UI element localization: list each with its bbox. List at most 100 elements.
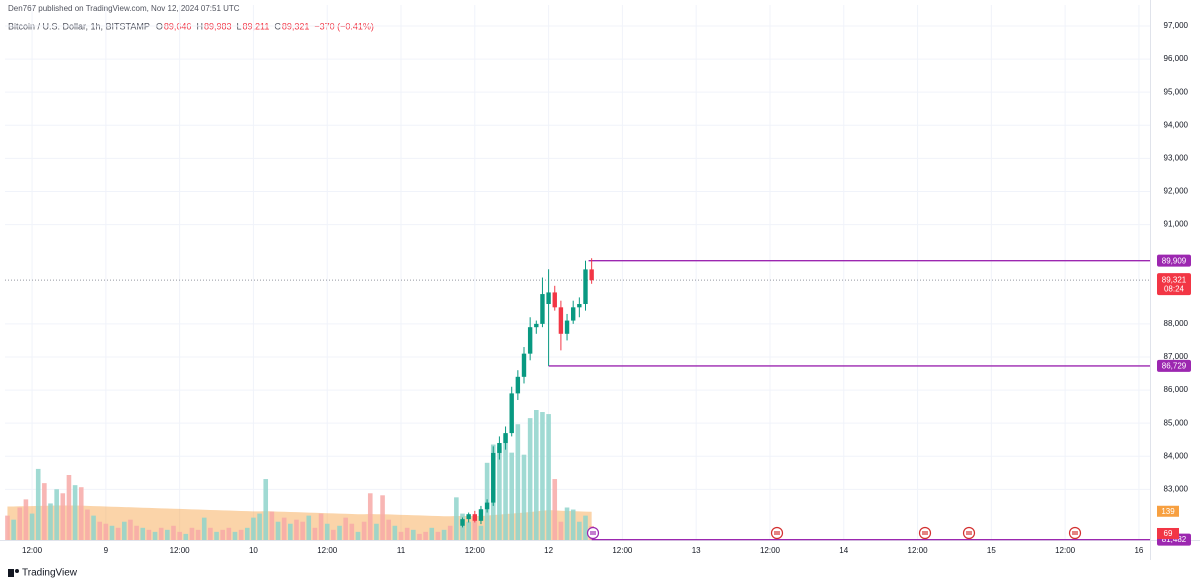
volume-bar — [269, 511, 275, 540]
volume-bar — [306, 515, 312, 540]
x-tick-label: 13 — [692, 546, 701, 555]
y-tick-label: 91,000 — [1164, 220, 1189, 229]
volume-bar — [552, 479, 558, 540]
volume-bar — [515, 424, 521, 540]
volume-bar — [324, 523, 330, 540]
volume-bar — [23, 499, 29, 540]
volume-ma-label: 139 — [1161, 507, 1175, 516]
volume-bar — [152, 531, 158, 540]
candle-body — [478, 509, 484, 521]
volume-bar — [398, 531, 404, 540]
volume-bar — [11, 519, 16, 540]
candle-body — [577, 304, 582, 308]
footer: TradingView — [8, 568, 78, 579]
y-tick-label: 86,000 — [1164, 385, 1189, 394]
volume-ma-box — [1157, 505, 1179, 517]
volume-bar — [503, 434, 508, 540]
volume-bar — [140, 527, 146, 540]
candle-body — [527, 327, 533, 354]
brand: TradingView — [22, 568, 78, 579]
volume-bar — [134, 525, 139, 540]
last-price-box — [1157, 273, 1191, 296]
volume-bar — [546, 414, 551, 540]
volume-bar — [343, 517, 348, 540]
volume-bar — [478, 525, 484, 540]
volume-bar — [54, 489, 59, 540]
volume-bar — [294, 519, 299, 540]
event-icon-inner — [966, 531, 972, 535]
volume-bar — [275, 521, 281, 540]
volume-bar — [109, 525, 115, 540]
volume-bar — [195, 529, 201, 540]
volume-bar — [447, 525, 453, 540]
countdown: 08:24 — [1164, 284, 1185, 293]
volume-bar — [251, 517, 256, 540]
volume-bar — [411, 529, 416, 540]
volume-bar — [558, 521, 564, 540]
volume-bar — [238, 529, 244, 540]
volume-bar — [189, 527, 195, 540]
logo-mark — [8, 569, 14, 577]
volume-bar — [361, 521, 367, 540]
y-tick-label: 95,000 — [1164, 87, 1189, 96]
volume-bar — [318, 513, 324, 540]
logo-dot — [15, 569, 19, 573]
volume-bar — [85, 509, 90, 540]
volume-bar — [521, 454, 527, 540]
candle-body — [509, 393, 514, 434]
x-tick-label: 12:00 — [760, 546, 781, 555]
volume-bar — [78, 487, 84, 540]
volume-bar — [257, 513, 262, 540]
volume-bar — [404, 527, 410, 540]
y-tick-label: 85,000 — [1164, 418, 1189, 427]
x-tick-label: 9 — [104, 546, 109, 555]
volume-bar — [355, 531, 361, 540]
volume-bar — [177, 531, 182, 540]
price-label-box — [1157, 359, 1191, 372]
volume-bar — [165, 529, 170, 540]
volume-bar — [232, 531, 238, 540]
candle-body — [589, 269, 594, 281]
y-tick-label: 97,000 — [1164, 21, 1189, 30]
volume-bar — [423, 531, 428, 540]
volume-bar — [331, 529, 336, 540]
volume-bar — [115, 527, 121, 540]
candle-body — [570, 307, 576, 321]
candle-body — [497, 443, 502, 453]
volume-bar — [380, 495, 385, 540]
volume-label: 69 — [1164, 529, 1173, 538]
price-label-box — [1157, 254, 1191, 267]
volume-bar — [103, 523, 109, 540]
volume-bar — [121, 521, 127, 540]
x-tick-label: 12:00 — [465, 546, 486, 555]
volume-bar — [564, 507, 570, 540]
event-icon-inner — [774, 531, 780, 535]
y-tick-label: 87,000 — [1164, 352, 1189, 361]
candle-body — [546, 292, 551, 305]
volume-bar — [454, 497, 459, 540]
volume-bar — [312, 527, 318, 540]
event-icon-inner — [922, 531, 928, 535]
price-label: 81,482 — [1162, 535, 1187, 544]
x-tick-label: 12:00 — [1055, 546, 1076, 555]
x-tick-label: 12:00 — [22, 546, 43, 555]
published-note: Den767 published on TradingView.com, Nov… — [8, 4, 240, 13]
candle-body — [521, 353, 527, 377]
y-tick-label: 93,000 — [1164, 153, 1189, 162]
volume-bar — [35, 468, 41, 540]
candle-body — [484, 502, 490, 510]
x-tick-label: 12:00 — [612, 546, 633, 555]
x-tick-label: 10 — [249, 546, 258, 555]
volume-bar — [472, 519, 478, 540]
volume-bar — [183, 533, 189, 540]
volume-bar — [91, 515, 96, 540]
price-label: 89,909 — [1162, 256, 1187, 265]
volume-bar — [527, 418, 533, 540]
volume-bar — [417, 533, 422, 540]
volume-bar — [171, 525, 176, 540]
last-price-label: 89,321 — [1162, 275, 1187, 284]
volume-bar — [208, 527, 213, 540]
candle-body — [466, 514, 471, 520]
y-tick-label: 92,000 — [1164, 187, 1189, 196]
